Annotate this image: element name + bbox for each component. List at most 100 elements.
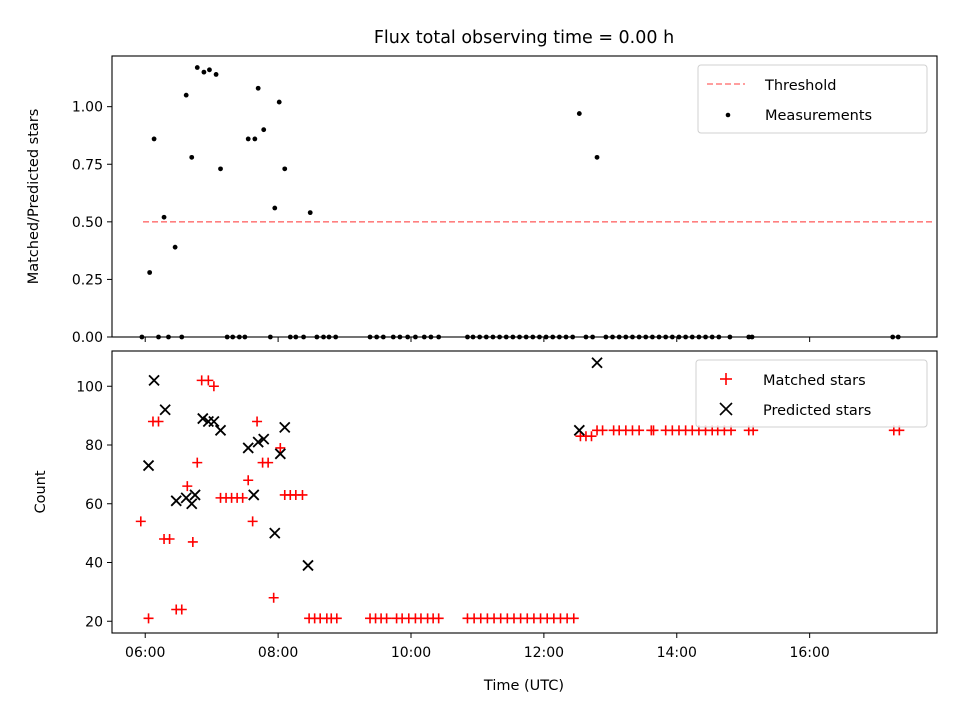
bottom-y-tick-label: 60 [85, 497, 103, 513]
predicted-legend-swatch [719, 402, 733, 416]
matched-star-point [143, 613, 154, 624]
bottom-panel-frame [111, 350, 938, 634]
top-panel: 0.00 0.25 0.50 0.75 1.00 Matched/Predicted s… [26, 55, 938, 346]
matched-star-point [381, 613, 392, 624]
predicted-star-point [197, 412, 209, 425]
predicted-star-point [258, 433, 270, 445]
matched-star-point [208, 381, 219, 392]
bottom-legend-box [695, 359, 928, 428]
predicted-star-point [214, 424, 227, 436]
measurement-point [272, 205, 278, 211]
measurement-point [218, 166, 223, 172]
legend-threshold-label: Threshold [764, 78, 836, 94]
matched-star-point [586, 431, 597, 442]
x-tick-label: 06:00 [125, 645, 165, 661]
matched-star-point [203, 375, 214, 386]
measurement-point [151, 136, 157, 142]
bottom-y-tick-label: 40 [85, 556, 103, 572]
x-tick-label: 08:00 [258, 645, 298, 661]
predicted-star-point [248, 489, 260, 501]
predicted-star-point [186, 498, 198, 510]
top-y-tick-label: 0.25 [72, 272, 103, 288]
matched-star-point [164, 534, 175, 544]
x-tick-label: 14:00 [657, 645, 697, 661]
matched-star-point [275, 442, 286, 453]
predicted-star-point [279, 421, 291, 434]
measurement-point [183, 92, 189, 98]
x-tick-label: 10:00 [391, 645, 431, 661]
measurement-point [189, 154, 195, 160]
matched-star-point [153, 416, 164, 427]
predicted-star-point [242, 442, 254, 454]
matched-star-point [331, 613, 342, 624]
measurement-point [245, 136, 251, 142]
predicted-star-point [269, 527, 281, 539]
matched-star-point [268, 592, 279, 603]
bottom-y-tick-label: 100 [76, 379, 103, 395]
bottom-plot-area: 20 40 60 80 100 06:00 08:00 10:00 12:00 14:00 16:0… [76, 357, 905, 661]
predicted-star-point [170, 495, 182, 507]
predicted-star-point [573, 424, 585, 436]
matched-star-point [192, 457, 203, 468]
measurement-point [255, 85, 261, 91]
predicted-star-point [591, 357, 603, 369]
measurement-point [276, 99, 282, 105]
measurements-legend-swatch [725, 112, 731, 118]
predicted-star-point [252, 436, 264, 448]
matched-star-point [187, 536, 198, 547]
measurement-point [594, 154, 600, 160]
legend-predicted-label: Predicted stars [763, 403, 871, 419]
matched-star-point [247, 516, 258, 527]
top-y-axis-label: Matched/Predicted stars [26, 109, 42, 285]
bottom-legend: Matched stars Predicted stars [695, 359, 928, 428]
matched-star-point [263, 457, 274, 468]
top-legend: Threshold Measurements [697, 64, 928, 134]
legend-measurements-label: Measurements [765, 108, 872, 124]
top-panel-frame [111, 55, 938, 338]
predicted-star-point [148, 374, 160, 387]
matched-star-point [297, 489, 308, 500]
measurement-point [172, 244, 178, 250]
matched-star-point [648, 425, 659, 436]
measurement-point [213, 72, 219, 77]
matched-star-point [237, 492, 248, 503]
x-axis-label: Time (UTC) [483, 678, 564, 694]
bottom-y-tick-label: 20 [85, 614, 103, 630]
legend-matched-label: Matched stars [763, 373, 866, 389]
measurement-point [307, 210, 313, 216]
measurement-point [576, 111, 582, 116]
measurement-point [161, 214, 167, 220]
measurement-point [201, 69, 207, 75]
top-legend-box [697, 64, 928, 134]
predicted-star-point [159, 404, 171, 416]
bottom-y-axis-label: Count [33, 470, 49, 513]
matched-star-point [433, 613, 444, 624]
measurement-point [194, 65, 200, 70]
matched-legend-swatch [720, 373, 732, 385]
top-y-tick-label: 1.00 [72, 100, 103, 116]
matched-star-point [252, 416, 263, 427]
measurement-point [207, 67, 212, 73]
top-y-tick-label: 0.50 [72, 215, 103, 231]
matched-star-point [568, 613, 579, 624]
measurement-point [261, 127, 267, 133]
measurement-point [282, 166, 288, 172]
matched-star-point [176, 604, 187, 615]
bottom-panel: 20 40 60 80 100 06:00 08:00 10:00 12:00 14:00 16:0… [33, 350, 938, 694]
measurement-point [252, 136, 258, 142]
matched-star-point [243, 475, 254, 486]
top-y-tick-label: 0.75 [72, 157, 103, 173]
bottom-y-tick-label: 80 [85, 438, 103, 454]
measurement-point [147, 270, 153, 275]
x-tick-label: 12:00 [524, 645, 564, 661]
predicted-star-point [189, 489, 201, 501]
top-y-tick-label: 0.00 [72, 330, 103, 346]
predicted-star-point [302, 559, 314, 572]
matched-star-point [135, 516, 146, 527]
matched-star-point [597, 425, 608, 436]
predicted-star-point [274, 448, 286, 460]
figure-title: Flux total observing time = 0.00 h [374, 28, 674, 48]
matched-star-point [634, 425, 645, 436]
matched-star-point [182, 481, 193, 492]
